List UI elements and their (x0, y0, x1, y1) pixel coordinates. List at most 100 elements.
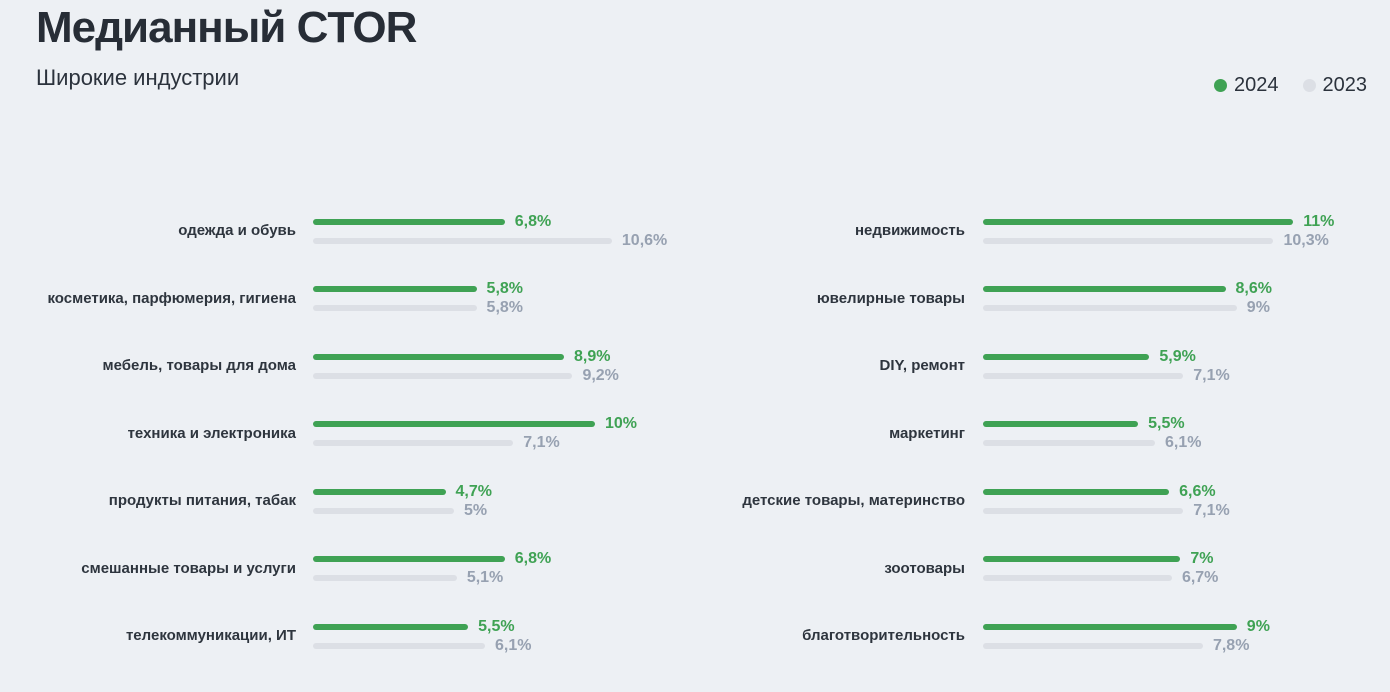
bar-line-2024: 8,6% (983, 280, 1390, 299)
category-label: смешанные товары и услуги (81, 559, 296, 577)
value-2024: 6,8% (514, 550, 552, 567)
chart-row: продукты питания, табак 4,7% 5% (0, 482, 695, 520)
category-label: DIY, ремонт (879, 357, 965, 375)
bar-2023 (313, 575, 457, 581)
value-2024: 5,8% (486, 280, 524, 297)
category-label: телекоммуникации, ИТ (125, 627, 296, 645)
value-2023: 5,8% (486, 299, 524, 316)
category-label: детские товары, материнство (742, 492, 965, 510)
bar-line-2024: 6,6% (983, 482, 1390, 501)
category-label: одежда и обувь (178, 222, 296, 240)
bar-line-2023: 10,3% (983, 231, 1390, 250)
bar-2024 (313, 556, 505, 562)
bar-pair: 5,9% 7,1% (965, 347, 1390, 385)
chart-column-1: одежда и обувь 6,8% 10,6% косметика, пар… (0, 212, 695, 655)
category-label: косметика, парфюмерия, гигиена (47, 289, 296, 307)
value-2023: 10,6% (621, 231, 668, 249)
chart-row: косметика, парфюмерия, гигиена 5,8% 5,8% (0, 280, 695, 318)
bar-pair: 7% 6,7% (965, 550, 1390, 588)
chart-row: DIY, ремонт 5,9% 7,1% (695, 347, 1390, 385)
bar-line-2023: 6,1% (983, 434, 1390, 453)
bar-2024 (313, 353, 564, 360)
bar-line-2024: 5,5% (313, 617, 695, 636)
bar-2023 (313, 372, 573, 379)
category-label: маркетинг (889, 424, 965, 442)
value-2024: 7% (1190, 550, 1214, 567)
chart-row: одежда и обувь 6,8% 10,6% (0, 212, 695, 250)
value-2023: 6,7% (1181, 569, 1219, 586)
value-2023: 6,1% (495, 636, 532, 654)
value-2024: 5,5% (478, 617, 515, 635)
bar-2023 (313, 440, 514, 446)
bar-line-2024: 4,7% (313, 482, 695, 501)
chart-row: техника и электроника 10% 7,1% (0, 415, 695, 453)
bar-line-2023: 5,8% (313, 299, 695, 318)
chart-legend: 2024 2023 (1214, 74, 1367, 97)
bar-line-2023: 10,6% (313, 231, 695, 250)
value-2023: 5,1% (466, 569, 504, 586)
value-2023: 5% (464, 501, 488, 519)
bar-2023 (313, 507, 454, 514)
bar-line-2024: 5,8% (313, 280, 695, 299)
bar-line-2024: 5,5% (983, 415, 1390, 434)
bar-line-2023: 9% (983, 299, 1390, 318)
bar-pair: 5,5% 6,1% (965, 415, 1390, 453)
page-title: Медианный CTOR (36, 3, 417, 52)
bar-pair: 4,7% 5% (296, 482, 695, 520)
category-label: ювелирные товары (816, 289, 965, 307)
page-subtitle: Широкие индустрии (36, 65, 240, 91)
chart-row: зоотовары 7% 6,7% (695, 550, 1390, 588)
category-label: продукты питания, табак (108, 492, 296, 510)
bar-line-2024: 10% (313, 415, 695, 434)
bar-pair: 10% 7,1% (296, 415, 695, 453)
bar-2024 (983, 623, 1237, 630)
bar-2024 (983, 218, 1294, 225)
legend-dot-2024-icon (1214, 79, 1227, 92)
value-2023: 7,8% (1212, 636, 1250, 654)
bar-chart: одежда и обувь 6,8% 10,6% косметика, пар… (0, 212, 1390, 655)
chart-row: недвижимость 11% 10,3% (695, 212, 1390, 250)
bar-line-2024: 8,9% (313, 347, 695, 366)
legend-label-2023: 2023 (1322, 74, 1368, 96)
value-2024: 8,6% (1235, 280, 1272, 297)
bar-line-2023: 7,1% (313, 434, 695, 453)
category-label: мебель, товары для дома (102, 357, 296, 375)
bar-line-2024: 9% (983, 617, 1390, 636)
bar-2023 (313, 642, 486, 649)
bar-2024 (313, 623, 469, 630)
value-2023: 7,1% (523, 434, 560, 451)
bar-2023 (313, 305, 477, 311)
value-2024: 6,8% (514, 212, 552, 230)
bar-pair: 6,8% 5,1% (296, 550, 695, 588)
bar-2024 (983, 286, 1226, 292)
legend-dot-2023-icon (1302, 79, 1316, 92)
bar-line-2023: 6,7% (983, 569, 1390, 588)
bar-2023 (983, 440, 1156, 446)
value-2023: 6,1% (1165, 434, 1202, 451)
bar-2023 (983, 575, 1172, 581)
value-2024: 4,7% (455, 482, 492, 500)
bar-pair: 8,9% 9,2% (296, 347, 695, 385)
chart-row: ювелирные товары 8,6% 9% (695, 280, 1390, 318)
chart-row: телекоммуникации, ИТ 5,5% 6,1% (0, 617, 695, 655)
chart-header: Медианный CTOR Широкие индустрии (36, 3, 417, 91)
value-2024: 8,9% (573, 347, 611, 365)
bar-line-2024: 5,9% (983, 347, 1390, 366)
category-label: благотворительность (802, 627, 965, 645)
value-2023: 7,1% (1193, 366, 1230, 384)
bar-line-2024: 11% (983, 212, 1390, 231)
category-label: техника и электроника (127, 424, 296, 442)
bar-pair: 8,6% 9% (965, 280, 1390, 318)
bar-2024 (983, 353, 1150, 360)
bar-2023 (983, 507, 1184, 514)
bar-line-2023: 7,8% (983, 636, 1390, 655)
category-label: зоотовары (884, 559, 965, 577)
bar-2023 (983, 305, 1237, 311)
bar-2023 (313, 237, 612, 244)
value-2023: 7,1% (1193, 501, 1230, 519)
bar-2024 (313, 218, 505, 225)
chart-row: смешанные товары и услуги 6,8% 5,1% (0, 550, 695, 588)
bar-2023 (983, 372, 1184, 379)
value-2024: 10% (605, 415, 638, 432)
